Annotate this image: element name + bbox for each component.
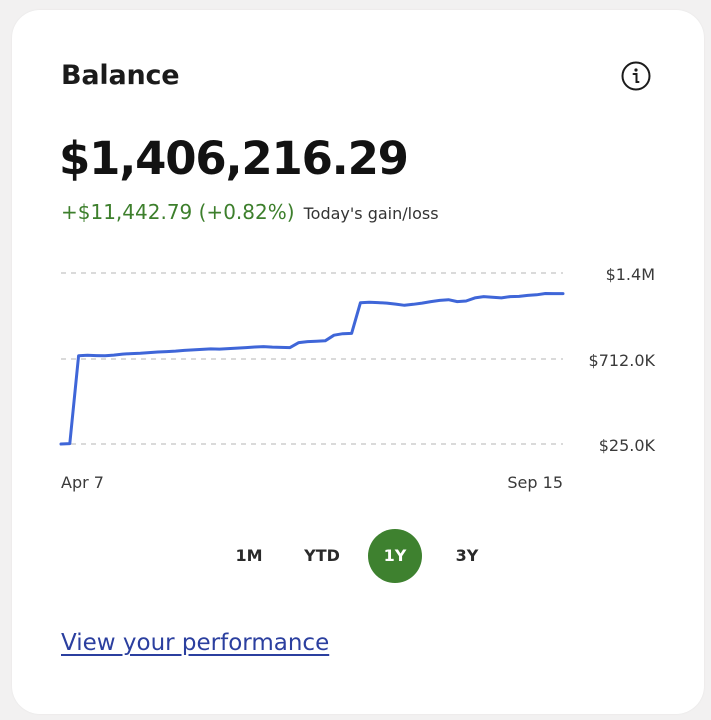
gain-loss-row: +$11,442.79 (+0.82%) Today's gain/loss [61, 200, 439, 224]
view-performance-link[interactable]: View your performance [61, 630, 330, 656]
info-circle-icon[interactable] [620, 60, 652, 92]
balance-series-line [59, 292, 565, 446]
balance-amount: $1,406,216.29 [59, 132, 409, 185]
x-tick-label: Sep 15 [507, 473, 563, 492]
balance-chart: $1.4M $712.0K $25.0K Apr 7 Sep 15 [59, 265, 656, 492]
x-tick-label: Apr 7 [61, 473, 104, 492]
balance-card [12, 10, 704, 714]
y-tick-label: $1.4M [606, 265, 655, 284]
y-tick-label: $712.0K [589, 351, 656, 370]
range-1m-button[interactable]: 1M [235, 546, 263, 565]
gain-loss-label: Today's gain/loss [303, 204, 439, 223]
card-title: Balance [61, 60, 180, 91]
range-3y-button[interactable]: 3Y [455, 546, 479, 565]
range-1y-button[interactable]: 1Y [368, 529, 422, 583]
y-tick-label: $25.0K [599, 436, 656, 455]
range-ytd-button[interactable]: YTD [304, 546, 340, 565]
gain-loss-value: +$11,442.79 (+0.82%) [61, 200, 295, 224]
